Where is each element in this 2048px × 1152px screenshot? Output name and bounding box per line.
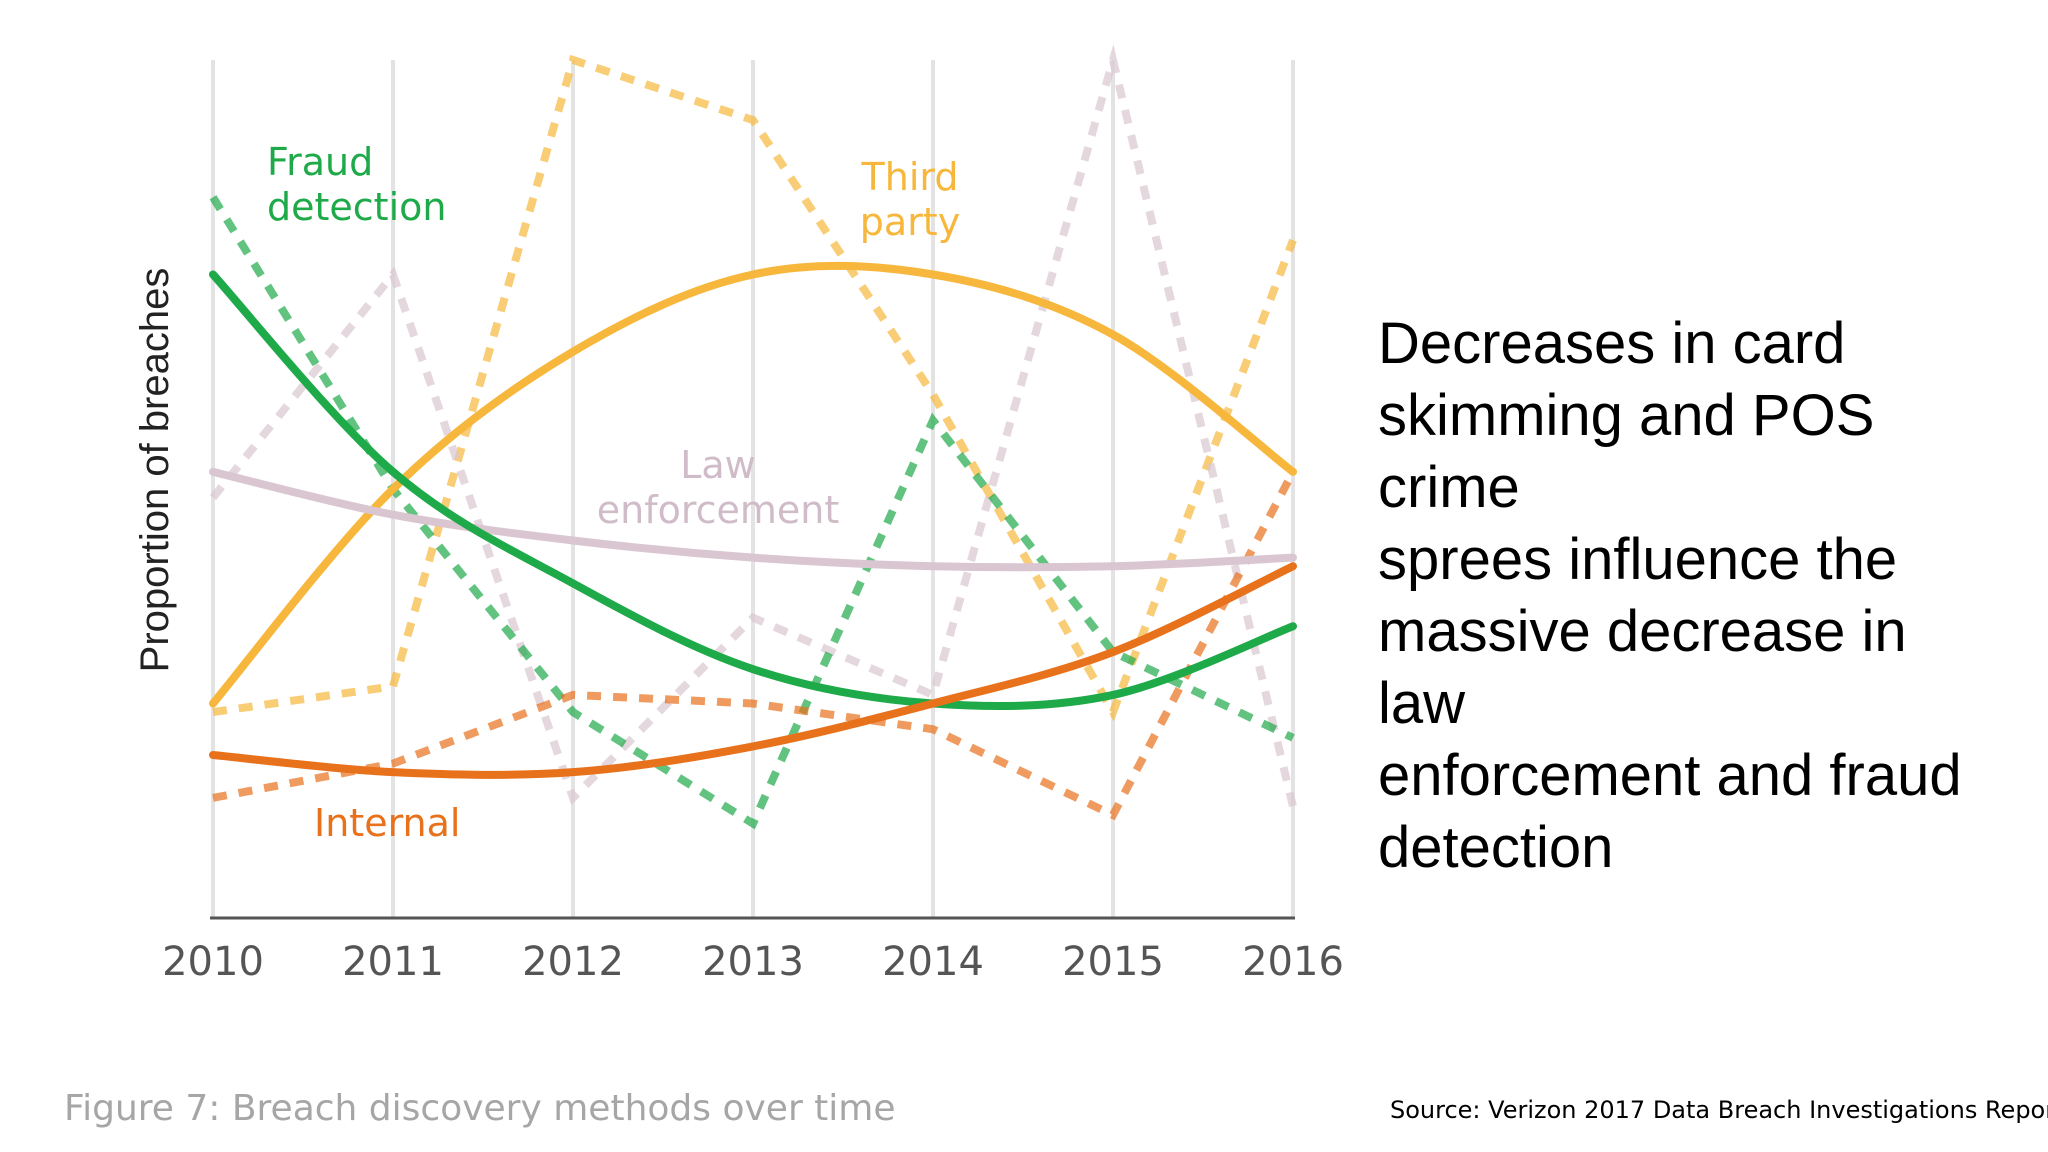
internal-trend-line (209, 562, 1297, 779)
law-enforcement-trend-line (209, 467, 1297, 572)
series-trend-lines (209, 261, 1297, 779)
law-enforcement-label: enforcement (597, 488, 840, 532)
fraud-detection-trend-line (209, 270, 1297, 711)
x-tick-label: 2014 (882, 939, 984, 985)
x-tick-label: 2015 (1062, 939, 1164, 985)
third-party-values-line (212, 54, 1297, 722)
source-note: Source: Verizon 2017 Data Breach Investi… (1390, 1096, 2048, 1124)
commentary-line: detection (1378, 815, 1614, 880)
commentary-line: enforcement and fraud (1378, 743, 1962, 808)
law-enforcement-values-line (209, 44, 1297, 808)
fraud-detection-label: Fraud (267, 140, 373, 184)
third-party-label: Third (861, 155, 959, 199)
vertical-gridlines (211, 60, 1295, 918)
commentary-line: law (1378, 671, 1466, 736)
x-tick-label: 2011 (342, 939, 444, 985)
commentary-line: crime (1378, 455, 1520, 520)
third-party-label: party (860, 200, 960, 244)
internal-label: Internal (314, 801, 460, 845)
commentary-line: massive decrease in (1378, 599, 1907, 664)
figure-caption: Figure 7: Breach discovery methods over … (64, 1088, 896, 1129)
third-party-trend-line (209, 261, 1297, 708)
commentary-line: sprees influence the (1378, 527, 1898, 592)
law-enforcement-label: Law (680, 443, 756, 487)
commentary-line: Decreases in card (1378, 311, 1846, 376)
x-tick-label: 2010 (162, 939, 264, 985)
commentary-line: skimming and POS (1378, 383, 1875, 448)
x-tick-label: 2013 (702, 939, 804, 985)
x-tick-labels: 2010 2011 2012 2013 2014 2015 2016 (162, 939, 1344, 985)
y-axis-label: Proportion of breaches (133, 268, 177, 673)
x-tick-label: 2016 (1242, 939, 1344, 985)
x-tick-label: 2012 (522, 939, 624, 985)
fraud-detection-label: detection (267, 185, 446, 229)
internal-values-line (212, 469, 1297, 821)
commentary-text: Decreases in card skimming and POS crime sp… (1378, 308, 2018, 884)
